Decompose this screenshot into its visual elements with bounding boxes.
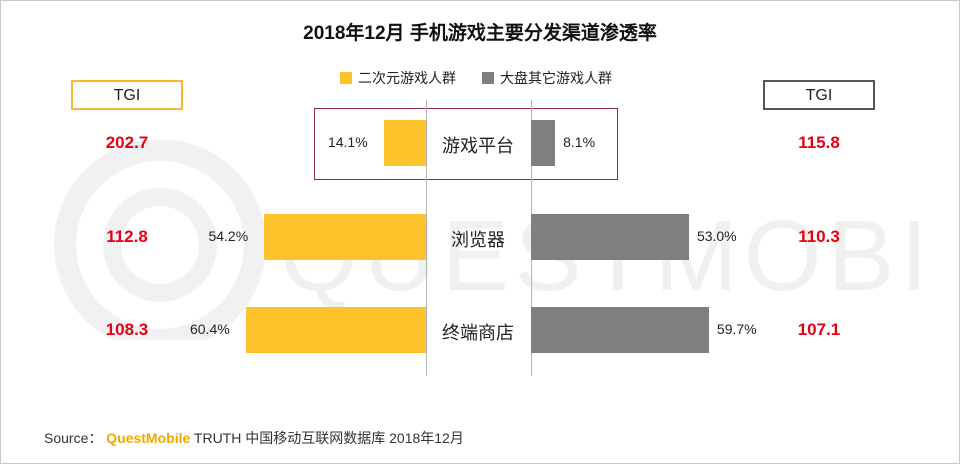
bar-left-1 <box>264 214 426 260</box>
tgi-header-left: TGI <box>71 80 183 110</box>
category-label-2: 终端商店 <box>442 323 514 343</box>
category-label-0: 游戏平台 <box>442 136 514 156</box>
value-label-right-1: 53.0% <box>696 228 737 244</box>
tgi-value-right-0: 115.8 <box>798 133 840 152</box>
tgi-value-right-2: 107.1 <box>797 320 841 339</box>
category-label-1: 浏览器 <box>451 230 505 250</box>
value-label-right-2: 59.7% <box>716 321 757 337</box>
bar-right-1 <box>531 214 689 260</box>
legend-item-left: 二次元游戏人群 <box>340 68 456 88</box>
value-label-left-1: 54.2% <box>208 228 249 244</box>
bar-left-0 <box>383 120 426 166</box>
value-label-left-0: 14.1% <box>327 134 368 150</box>
legend-label-left: 二次元游戏人群 <box>358 70 456 86</box>
value-label-left-2: 60.4% <box>190 321 230 337</box>
bar-right-0 <box>531 120 556 166</box>
legend-swatch-left <box>340 72 352 84</box>
bar-left-2 <box>246 307 426 353</box>
tgi-value-left-2: 108.3 <box>105 320 149 339</box>
axis-left <box>426 100 427 376</box>
chart-title: 2018年12月 手机游戏主要分发渠道渗透率 <box>303 23 657 44</box>
highlight-box <box>314 108 618 180</box>
tgi-value-right-1: 110.3 <box>798 227 840 246</box>
tgi-value-left-0: 202.7 <box>105 133 149 152</box>
value-label-right-0: 8.1% <box>563 134 596 150</box>
legend-label-right: 大盘其它游戏人群 <box>500 70 612 86</box>
tgi-value-left-1: 112.8 <box>106 227 148 246</box>
legend-item-right: 大盘其它游戏人群 <box>482 68 612 88</box>
source-rest: TRUTH 中国移动互联网数据库 2018年12月 <box>193 430 464 446</box>
tgi-header-right: TGI <box>763 80 875 110</box>
source-note: Source： QuestMobile TRUTH 中国移动互联网数据库 201… <box>44 428 464 448</box>
source-brand: QuestMobile <box>106 430 191 446</box>
legend-swatch-right <box>482 72 494 84</box>
bar-right-2 <box>531 307 709 353</box>
source-prefix: Source： <box>44 430 103 446</box>
